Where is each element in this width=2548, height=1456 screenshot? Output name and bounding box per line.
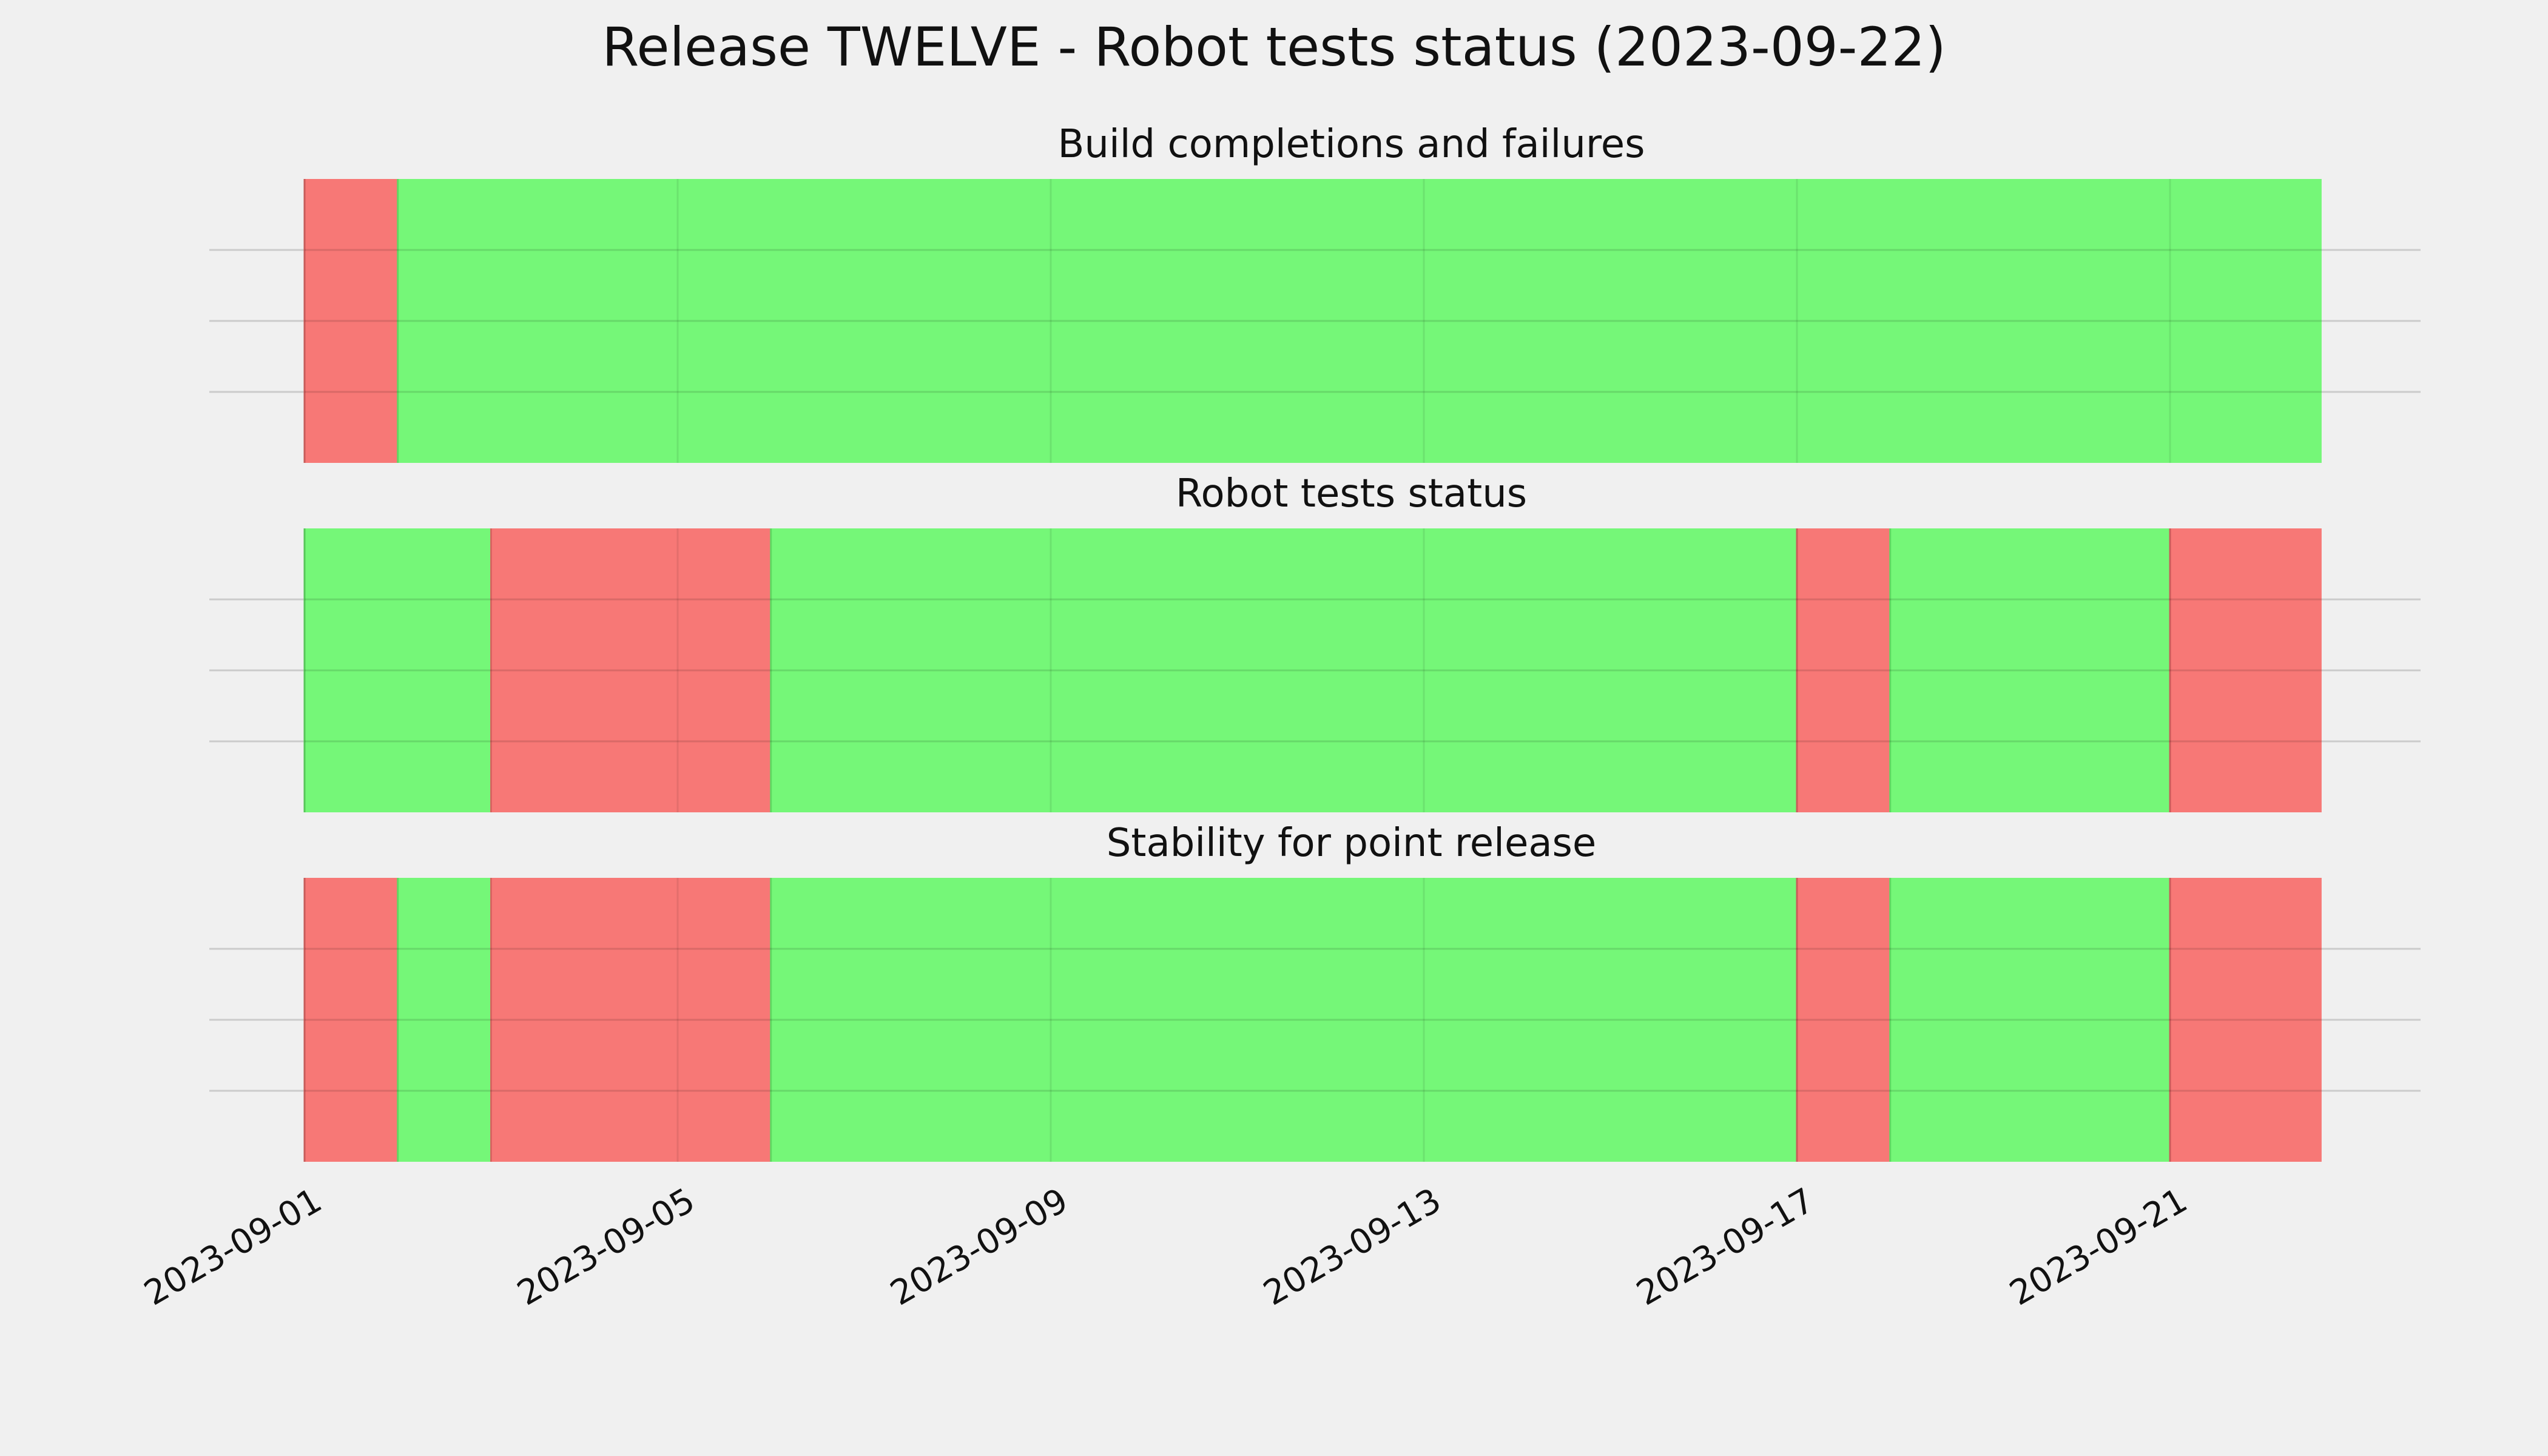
status-segment-pass	[770, 528, 1797, 812]
status-segment-fail	[491, 878, 771, 1162]
status-segment-pass	[397, 878, 491, 1162]
status-segment-fail	[305, 179, 398, 463]
status-segment-fail	[1797, 878, 1890, 1162]
status-segment-pass	[305, 528, 491, 812]
panel-title: Build completions and failures	[1058, 122, 1645, 167]
status-segment-pass	[397, 179, 2322, 463]
status-segment-fail	[491, 528, 771, 812]
status-segment-pass	[1890, 878, 2170, 1162]
chart-title: Release TWELVE - Robot tests status (202…	[602, 16, 1946, 78]
status-segment-fail	[2170, 528, 2322, 812]
status-segment-fail	[1797, 528, 1890, 812]
panel-1: Build completions and failures	[209, 122, 2421, 463]
panel-3: Stability for point release	[209, 821, 2421, 1162]
status-segment-fail	[2170, 878, 2322, 1162]
status-segment-pass	[1890, 528, 2170, 812]
panel-title: Stability for point release	[1107, 821, 1597, 866]
panels: Build completions and failures Robot test…	[209, 122, 2421, 1162]
panel-title: Robot tests status	[1176, 471, 1527, 516]
panel-2: Robot tests status	[209, 471, 2421, 812]
status-segment-fail	[305, 878, 398, 1162]
status-segment-pass	[770, 878, 1797, 1162]
